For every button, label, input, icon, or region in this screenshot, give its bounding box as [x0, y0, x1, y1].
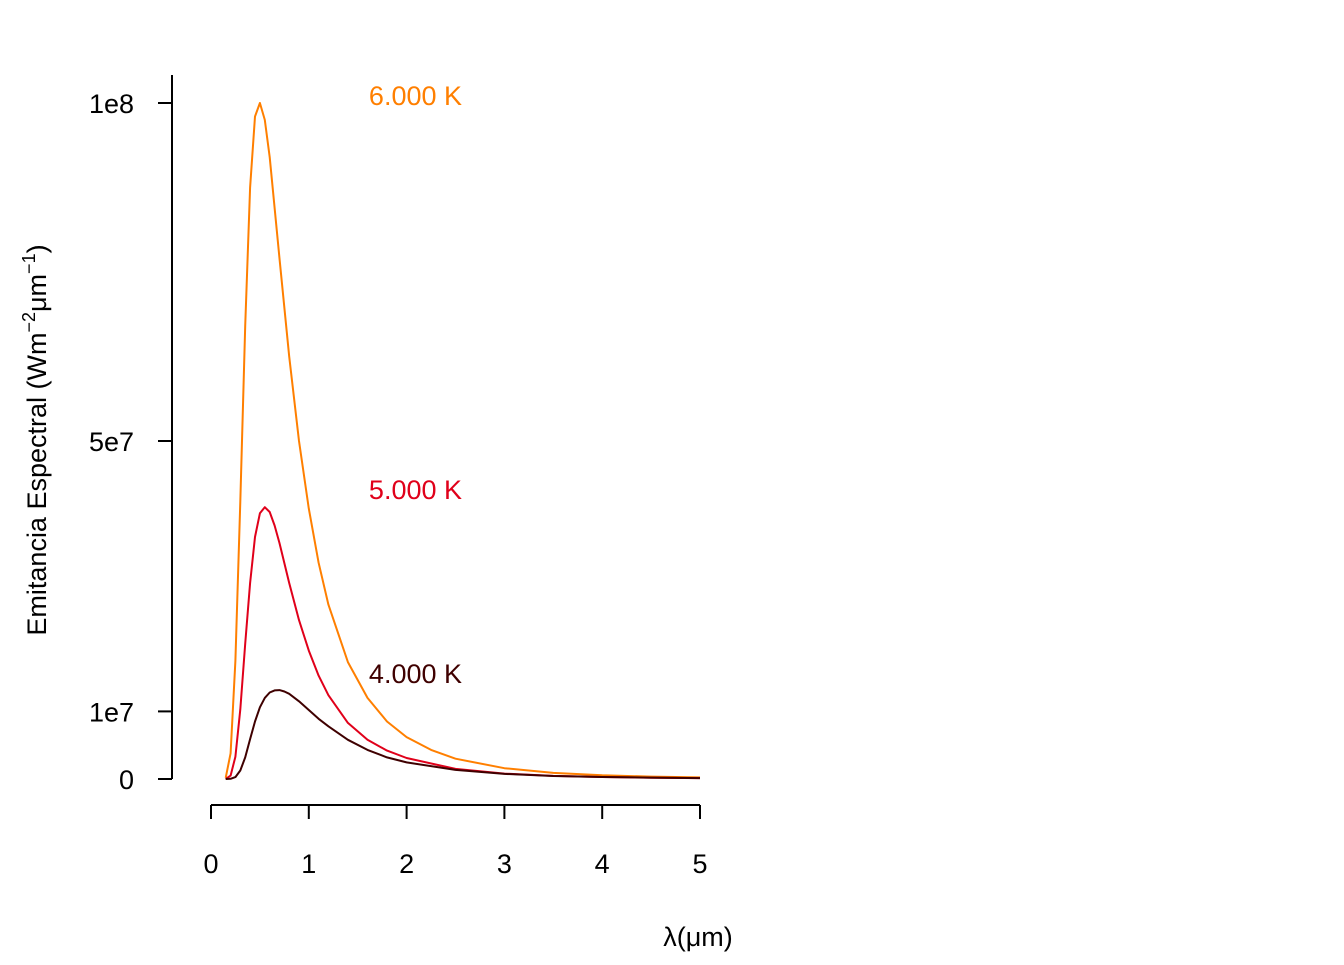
x-tick-label: 4 — [595, 849, 610, 879]
series-label-1: 5.000 K — [369, 475, 462, 505]
y-axis-title: Emitancia Espectral (Wm−2μm−1) — [19, 244, 52, 635]
plot-area — [224, 102, 701, 780]
y-axis-title-main: Emitancia Espectral (Wm — [22, 333, 52, 636]
series-line-0 — [224, 102, 701, 779]
x-tick-label: 1 — [301, 849, 316, 879]
y-axis-title-exp2: −1 — [19, 253, 39, 274]
y-tick-label: 5e7 — [89, 427, 134, 457]
y-tick-label: 1e7 — [89, 697, 134, 727]
x-axis: 0 1 2 3 4 5 — [203, 804, 708, 879]
x-tick-label: 3 — [497, 849, 512, 879]
y-axis-title-unit: μm — [22, 274, 52, 312]
series-label-0: 6.000 K — [369, 81, 462, 111]
x-axis-title: λ(μm) — [663, 922, 733, 952]
x-tick-label: 2 — [399, 849, 414, 879]
y-axis-title-close: ) — [22, 244, 52, 253]
series-label-2: 4.000 K — [369, 659, 462, 689]
x-tick-label: 5 — [692, 849, 707, 879]
x-tick-label: 0 — [203, 849, 218, 879]
y-axis: 0 1e7 5e7 1e8 — [89, 75, 173, 795]
series-line-2 — [225, 689, 701, 780]
series-labels: 6.000 K 5.000 K 4.000 K — [369, 81, 462, 689]
y-tick-label: 1e8 — [89, 89, 134, 119]
y-tick-label: 0 — [119, 765, 134, 795]
y-axis-title-exp1: −2 — [19, 312, 39, 333]
